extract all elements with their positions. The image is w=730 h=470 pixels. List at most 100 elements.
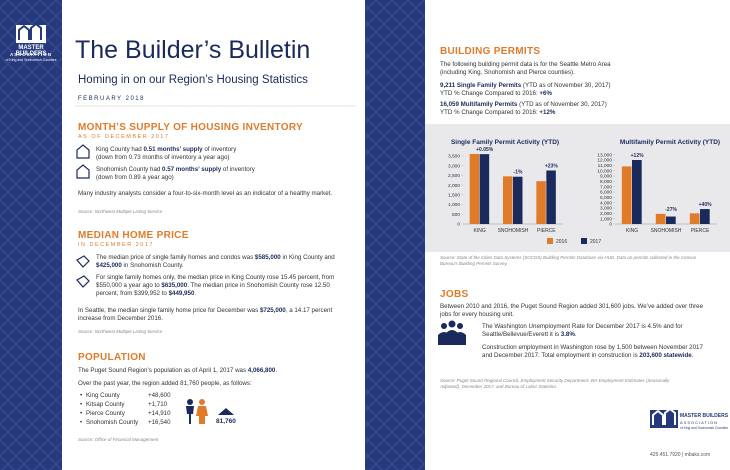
bold-text: 3.8% [560,331,575,338]
x-tick-label: SNOHOMISH [651,228,682,234]
x-tick-label: PIERCE [537,228,556,234]
y-tick-label: 0 [609,222,612,228]
title: The Builder’s Bulletin [75,36,311,64]
bold-text: 4,066,800 [247,367,276,374]
y-tick-label: 8,000 [600,179,612,185]
bold-text: 9,211 Single Family Permits [440,82,522,89]
county-name: Kitsap County [86,401,125,408]
paragraph: King County had 0.51 months’ supply of i… [96,146,351,162]
paragraph: Construction employment in Washington ro… [482,344,707,360]
bullet: • [80,410,83,417]
subtitle: Homing in on our Region’s Housing Statis… [78,74,308,86]
bold-text: +6% [539,90,552,97]
text: (YTD as of November 30, 2017) YTD % Chan… [440,82,611,97]
source: Source: State of the Cities Data Systems… [440,255,697,266]
text: of inventory (down from 0.73 months of i… [96,146,237,161]
section-subtitle: AS OF DECEMBER 2017 [78,134,170,140]
footer-contact: 425.451.7920 | mbaks.com [650,452,711,458]
bold-text: +12% [539,109,556,116]
section-subtitle: IN DECEMBER 2017 [78,242,154,248]
logo-name: MASTER BUILDERS [15,45,47,57]
text: King County had [96,146,144,153]
y-tick-label: 2,000 [448,183,460,189]
bold-text: 0.57 months’ supply [162,166,222,173]
county-value: +16,540 [148,419,171,426]
text: In Seattle, the median single family hom… [78,307,260,314]
y-tick-label: 9,000 [600,174,612,180]
bold-text: $725,000 [259,307,286,314]
text: in King County and [280,254,335,261]
text: of inventory (down from 0.89 a year ago) [96,166,255,181]
county-value: +14,910 [148,410,171,417]
paragraph: Many industry analysts consider a four-t… [78,190,333,197]
y-tick-label: 6,000 [600,190,612,196]
date: FEBRUARY 2018 [78,96,145,102]
paragraph: Snohomish County had 0.57 months’ supply… [96,166,351,182]
logo-region: of King and Snohomish Counties [680,426,729,430]
y-tick-label: 3,000 [448,163,460,169]
paragraph: The median price of single family homes … [96,254,351,270]
paragraph: Between 2010 and 2016, the Puget Sound R… [440,303,704,318]
x-tick-label: KING [474,228,486,234]
section-title: MONTH’S SUPPLY OF HOUSING INVENTORY [78,122,303,133]
bar [666,216,676,224]
bold-text: 16,059 Multifamily Permits [440,101,518,108]
bar [546,170,556,224]
legend-swatch [547,238,553,244]
bar [479,154,490,224]
county-row: • Pierce County +14,910 [80,410,180,419]
annotation: +0.05% [476,147,494,153]
county-row: • King County +48,600 [80,392,180,401]
logo-org: ASSOCIATION [680,420,719,425]
county-value: +48,600 [148,392,171,399]
legend-label: 2017 [590,239,601,245]
text: The median price of single family homes … [96,254,255,261]
bold-text: $635,000 [161,282,188,289]
charts: Single Family Permit Activity (YTD) 0 500 1… [448,139,720,245]
bar [689,213,700,224]
y-tick-label: 12,000 [597,158,612,164]
bar [621,166,632,224]
source: Source: Northwest Multiple Listing Servi… [78,329,163,334]
y-tick-label: 0 [457,222,460,228]
text: . The median price in Snohomish County r… [96,282,330,297]
source: Source: Office of Financial Management [78,437,159,442]
text: . [275,367,278,374]
paragraph: 16,059 Multifamily Permits (YTD as of No… [440,101,710,117]
annotation: +23% [545,163,558,169]
paragraph: The Puget Sound Region’s population as o… [78,367,353,375]
y-tick-label: 1,000 [600,216,612,222]
bar [655,213,666,224]
county-value: +1,710 [148,401,168,408]
source: Source: Puget Sound Regional Council, Em… [440,378,670,389]
text: . [574,331,577,338]
section-title: MEDIAN HOME PRICE [78,230,189,241]
bold-text: $449,950 [168,290,195,297]
section-title: JOBS [440,289,469,300]
text: . [691,352,694,359]
text: For single family homes only, the median… [96,274,335,289]
y-tick-label: 4,000 [600,200,612,206]
annotation: +40% [699,202,712,208]
text: Construction employment in Washington ro… [482,344,703,359]
county-row: • Kitsap County +1,710 [80,401,180,410]
bullet: • [80,392,83,399]
logo-name: MASTER BUILDERS [680,413,729,419]
chart-title: Multifamily Permit Activity (YTD) [620,139,720,146]
bold-text: 203,600 statewide [639,352,692,359]
y-tick-label: 500 [452,212,460,218]
text: The Washington Unemployment Rate for Dec… [482,323,683,338]
paragraph: The following building permit data is fo… [440,61,611,76]
legend-swatch [581,238,587,244]
bar [536,181,546,224]
annotation: +12% [631,153,644,159]
county-name: King County [86,392,120,399]
y-tick-label: 3,000 [600,206,612,212]
text: . [194,290,197,297]
logo-region: of King and Snohomish Counties [5,58,57,62]
y-tick-label: 11,000 [598,163,613,169]
left-strip [0,0,62,470]
paragraph: The Washington Unemployment Rate for Dec… [482,323,702,339]
paragraph: Over the past year, the region added 81,… [78,380,252,387]
